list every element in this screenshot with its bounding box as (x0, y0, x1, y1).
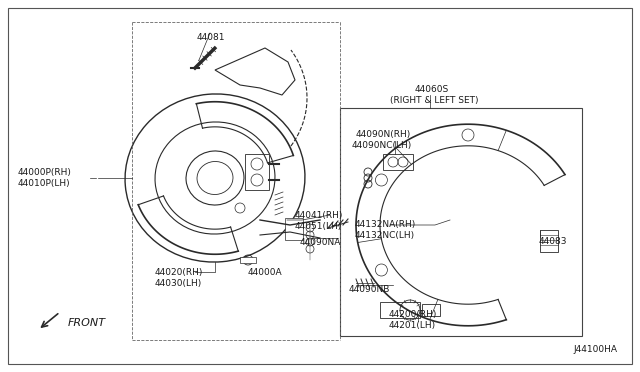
Text: 44020(RH): 44020(RH) (155, 268, 204, 277)
Bar (285, 218, 303, 240)
Text: 44090N(RH): 44090N(RH) (356, 130, 412, 139)
Text: 44090NA: 44090NA (300, 238, 341, 247)
Text: 44060S: 44060S (415, 85, 449, 94)
Text: 44201(LH): 44201(LH) (389, 321, 436, 330)
Text: 44132NA(RH): 44132NA(RH) (355, 220, 416, 229)
Text: 44090NB: 44090NB (349, 285, 390, 294)
Text: 44041(RH): 44041(RH) (295, 211, 344, 220)
Text: 44030(LH): 44030(LH) (155, 279, 202, 288)
Text: 44000A: 44000A (248, 268, 283, 277)
Text: 44200(RH): 44200(RH) (389, 310, 437, 319)
Bar (340, 108, 582, 336)
Text: 44090NC(LH): 44090NC(LH) (352, 141, 412, 150)
Bar (422, 304, 440, 316)
Bar (383, 154, 413, 170)
Text: 44000P(RH): 44000P(RH) (18, 168, 72, 177)
Text: 44083: 44083 (539, 237, 568, 246)
Text: FRONT: FRONT (68, 318, 106, 328)
Bar (380, 302, 420, 318)
Bar (240, 257, 256, 263)
Text: J44100HA: J44100HA (573, 345, 617, 354)
Text: 44081: 44081 (197, 33, 225, 42)
Text: (RIGHT & LEFT SET): (RIGHT & LEFT SET) (390, 96, 479, 105)
Text: 44051(LH): 44051(LH) (295, 222, 342, 231)
Text: 44010P(LH): 44010P(LH) (18, 179, 70, 188)
Text: 44132NC(LH): 44132NC(LH) (355, 231, 415, 240)
Bar (245, 154, 269, 190)
Bar (540, 230, 558, 252)
